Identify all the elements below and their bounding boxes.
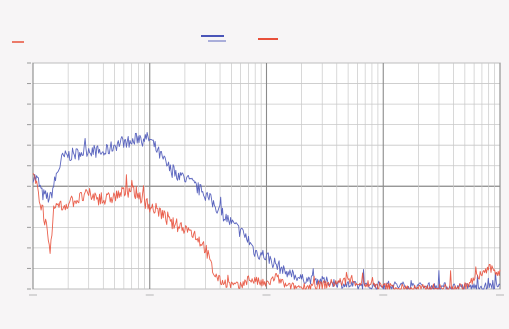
legend <box>12 35 278 43</box>
axis-ticks <box>27 62 504 296</box>
series-line-red <box>32 173 501 290</box>
series-layer <box>32 131 501 290</box>
grid <box>32 62 501 290</box>
